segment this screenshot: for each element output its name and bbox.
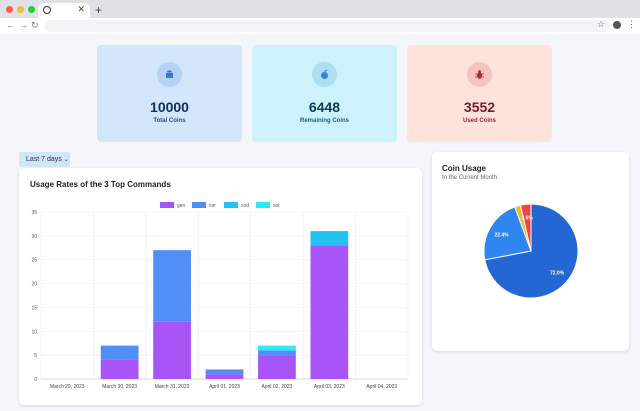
account-icon[interactable] (613, 21, 621, 29)
legend-label-cor: cor (209, 203, 216, 209)
total-coins-label: Total Coins (153, 118, 186, 124)
bar-cor (100, 345, 139, 360)
chevron-down-icon: ⌄ (63, 157, 69, 163)
new-tab-button[interactable]: + (95, 3, 103, 17)
y-tick-label: 10 (31, 329, 37, 335)
minimize-window-button[interactable] (17, 6, 24, 13)
legend-swatch-cod (224, 202, 238, 208)
bar-gen (153, 321, 191, 379)
x-tick-label: April 04, 2023 (366, 384, 397, 390)
y-tick-label: 15 (31, 305, 37, 311)
browser-tab[interactable]: ✕ (38, 3, 90, 18)
apple-icon (312, 62, 337, 87)
x-tick-label: April 02, 2023 (261, 384, 292, 390)
forward-icon[interactable]: → (19, 20, 28, 30)
used-coins-value: 3552 (463, 99, 496, 115)
remaining-coins-value: 6448 (308, 99, 341, 115)
x-tick-label: March 31, 2023 (155, 384, 190, 390)
y-tick-label: 20 (31, 282, 37, 288)
browser-menu-icon[interactable]: ⋮ (627, 19, 636, 29)
y-tick-label: 30 (31, 234, 37, 240)
back-icon[interactable]: ← (6, 20, 15, 30)
y-tick-label: 35 (31, 210, 37, 216)
remaining-coins-label: Remaining Coins (299, 118, 349, 124)
android-icon (157, 62, 182, 87)
maximize-window-button[interactable] (28, 6, 35, 13)
coin-usage-panel: Coin Usage In the Current Month 72.0% 22.… (432, 152, 629, 351)
browser-toolbar: ← → ↻ ☆ ⋮ (0, 18, 640, 34)
bar-gen (100, 359, 139, 379)
usage-rates-title: Usage Rates of the 3 Top Commands (30, 180, 171, 189)
legend-label-cod: cod (241, 203, 249, 209)
close-tab-icon[interactable]: ✕ (77, 4, 85, 14)
bar-gen (258, 355, 296, 379)
pie-slice-label: 72.0% (550, 271, 565, 277)
bar-gen (310, 245, 349, 379)
address-bar[interactable] (45, 20, 610, 32)
total-coins-card: 10000 Total Coins (97, 45, 242, 142)
x-tick-label: April 03, 2023 (314, 384, 345, 390)
legend-swatch-gen (160, 202, 174, 208)
bar-cor (258, 350, 296, 356)
used-coins-card: 3552 Used Coins (407, 45, 552, 142)
bar-gen (205, 374, 244, 379)
y-tick-label: 5 (34, 353, 37, 359)
date-range-label: Last 7 days (26, 156, 62, 163)
bar-sol (258, 345, 296, 351)
remaining-coins-card: 6448 Remaining Coins (252, 45, 397, 142)
legend-swatch-sol (256, 202, 270, 208)
legend-label-sol: sol (273, 203, 279, 209)
used-coins-label: Used Coins (462, 118, 496, 124)
date-range-dropdown[interactable]: Last 7 days ⌄ (19, 152, 70, 167)
pie-slice-label: 22.4% (494, 232, 509, 238)
coin-usage-pie-chart: 72.0% 22.4% 3.6% (483, 203, 579, 299)
coin-usage-title: Coin Usage (442, 164, 487, 173)
coin-usage-subtitle: In the Current Month (442, 175, 498, 181)
x-tick-label: March 30, 2023 (102, 384, 137, 390)
bookmark-star-icon[interactable]: ☆ (597, 19, 606, 29)
total-coins-value: 10000 (150, 99, 189, 115)
reload-icon[interactable]: ↻ (31, 20, 39, 30)
x-tick-label: April 01, 2023 (209, 384, 240, 390)
pie-slice-label: 3.6% (521, 215, 533, 221)
close-window-button[interactable] (6, 6, 13, 13)
bar-cod (310, 231, 349, 246)
y-tick-label: 25 (31, 258, 37, 264)
x-tick-label: March 29, 2023 (50, 384, 85, 390)
legend-label-gen: gen (177, 203, 186, 209)
bar-cor (205, 369, 244, 375)
y-tick-label: 0 (34, 377, 37, 383)
legend-swatch-cor (192, 202, 206, 208)
globe-icon (43, 6, 51, 14)
pie-slice (519, 203, 532, 252)
bug-icon (467, 62, 492, 87)
usage-bar-chart: 0 5 10 15 20 25 30 35 March 29, 2023 March 30, 20… (31, 202, 409, 390)
window-controls (6, 6, 35, 13)
usage-rates-panel: Usage Rates of the 3 Top Commands 0 5 10 15… (19, 168, 422, 405)
bar-cor (153, 250, 191, 322)
